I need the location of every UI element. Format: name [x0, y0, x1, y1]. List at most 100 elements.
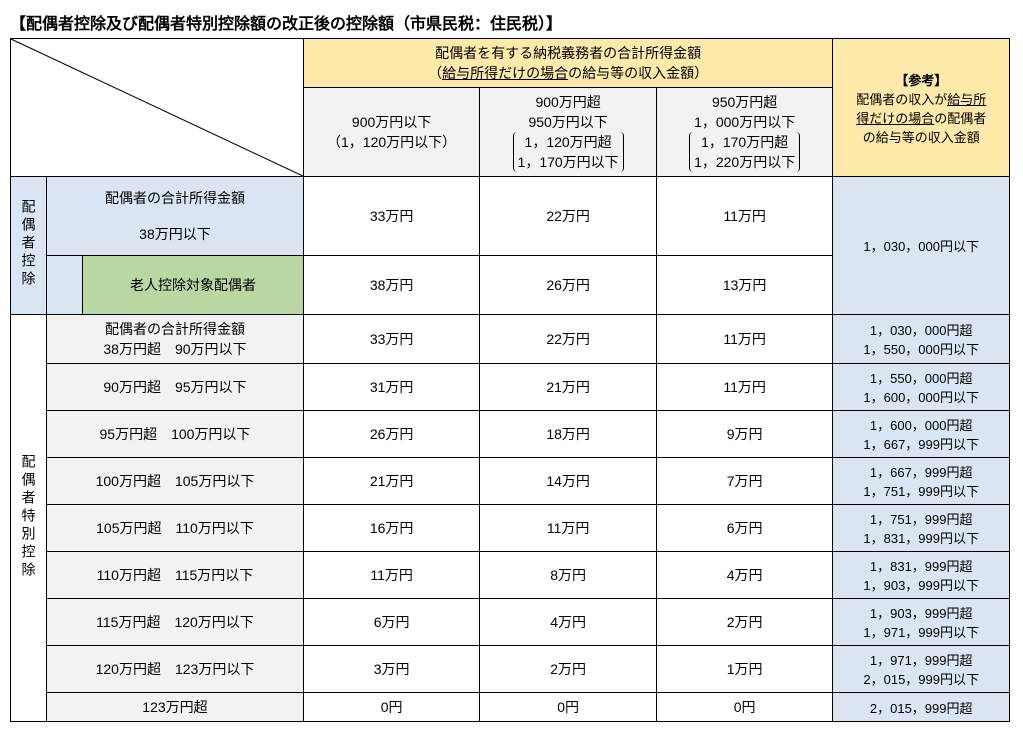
special-row-1-ref1: 1，550，000円超 [870, 371, 973, 386]
special-row-3-c3: 7万円 [656, 458, 833, 505]
special-row-6-c3: 2万円 [656, 599, 833, 646]
header-col2: 900万円超 950万円以下 1，120万円超 1，170万円以下 [480, 88, 657, 177]
side-spouse-deduction: 配偶者控除 [11, 177, 47, 315]
special-row-0-l1: 配偶者の合計所得金額 [105, 321, 245, 337]
deduction-table: 配偶者を有する納税義務者の合計所得金額 （給与所得だけの場合の給与等の収入金額）… [10, 38, 1010, 722]
special-row-8-ref: 2，015，999円超 [833, 693, 1010, 722]
header-col3-l1: 950万円超 [712, 94, 777, 110]
header-taxpayer-l2u: 給与所得だけの場合 [442, 65, 568, 81]
header-taxpayer-l2b: の給与等の収入金額） [568, 65, 708, 81]
special-row-2-c1: 26万円 [303, 411, 480, 458]
special-row-4-ref2: 1，831，999円以下 [863, 531, 979, 546]
header-col1-l1: 900万円以下 [352, 114, 431, 130]
special-row-0-label: 配偶者の合計所得金額 38万円超 90万円以下 [47, 315, 304, 364]
special-row-3-c1: 21万円 [303, 458, 480, 505]
special-row-4-c1: 16万円 [303, 505, 480, 552]
special-row-1-ref2: 1，600，000円以下 [863, 390, 979, 405]
header-col1: 900万円以下 （1，120万円以下） [303, 88, 480, 177]
spouse-ded-r2-c3: 13万円 [656, 256, 833, 315]
ref-l2b: の配偶者 [934, 111, 986, 126]
ref-l2u: 得だけの場合 [856, 111, 934, 126]
special-row-6-ref2: 1，971，999円以下 [863, 625, 979, 640]
special-row-7-ref1: 1，971，999円超 [870, 653, 973, 668]
special-row-8-label: 123万円超 [47, 693, 304, 722]
special-row-0-c1: 33万円 [303, 315, 480, 364]
special-row-6-label: 115万円超 120万円以下 [47, 599, 304, 646]
special-row-2-c3: 9万円 [656, 411, 833, 458]
special-row-3-label: 100万円超 105万円以下 [47, 458, 304, 505]
spouse-ded-ref: 1，030，000円以下 [833, 177, 1010, 315]
special-row-4-ref1: 1，751，999円超 [870, 512, 973, 527]
header-col3: 950万円超 1，000万円以下 1，170万円超 1，220万円以下 [656, 88, 833, 177]
special-row-5-c3: 4万円 [656, 552, 833, 599]
special-row-4-label: 105万円超 110万円以下 [47, 505, 304, 552]
special-row-7-c1: 3万円 [303, 646, 480, 693]
special-row-2-c2: 18万円 [480, 411, 657, 458]
special-row-6-c2: 4万円 [480, 599, 657, 646]
spouse-ded-r2-c1: 38万円 [303, 256, 480, 315]
spouse-ded-row1-l2: 38万円以下 [139, 226, 211, 242]
special-row-6-c1: 6万円 [303, 599, 480, 646]
side-spouse-special: 配偶者特別控除 [11, 315, 47, 722]
special-row-2-ref: 1，600，000円超 1，667，999円以下 [833, 411, 1010, 458]
ref-l1u: 給与所 [947, 92, 986, 107]
header-col1-l2: （1，120万円以下） [327, 134, 456, 150]
special-row-0-c2: 22万円 [480, 315, 657, 364]
special-row-5-c2: 8万円 [480, 552, 657, 599]
side-spouse-special-text: 配偶者特別控除 [19, 454, 39, 580]
special-row-1-ref: 1，550，000円超 1，600，000円以下 [833, 364, 1010, 411]
special-row-2-ref1: 1，600，000円超 [870, 418, 973, 433]
special-row-7-c3: 1万円 [656, 646, 833, 693]
special-row-6-ref: 1，903，999円超 1，971，999円以下 [833, 599, 1010, 646]
special-row-0-l2: 38万円超 90万円以下 [103, 341, 246, 357]
special-row-5-c1: 11万円 [303, 552, 480, 599]
spouse-ded-r2-c2: 26万円 [480, 256, 657, 315]
special-row-3-ref: 1，667，999円超 1，751，999円以下 [833, 458, 1010, 505]
header-col3-l3: 1，170万円超 [701, 134, 788, 150]
header-col2-l1: 900万円超 [535, 94, 600, 110]
header-col3-l2: 1，000万円以下 [694, 114, 795, 130]
header-taxpayer-income: 配偶者を有する納税義務者の合計所得金額 （給与所得だけの場合の給与等の収入金額） [303, 39, 833, 88]
spouse-ded-row2-label: 老人控除対象配偶者 [83, 256, 304, 315]
spouse-ded-row1-label: 配偶者の合計所得金額 38万円以下 [47, 177, 304, 256]
special-row-1-c1: 31万円 [303, 364, 480, 411]
special-row-0-ref1: 1，030，000円超 [870, 323, 973, 338]
special-row-7-label: 120万円超 123万円以下 [47, 646, 304, 693]
special-row-4-c2: 11万円 [480, 505, 657, 552]
special-row-0-c3: 11万円 [656, 315, 833, 364]
spouse-ded-r1-c2: 22万円 [480, 177, 657, 256]
special-row-3-ref1: 1，667，999円超 [870, 465, 973, 480]
special-row-7-ref2: 2，015，999円以下 [863, 672, 979, 687]
ref-l3: の給与等の収入金額 [863, 130, 980, 145]
header-col2-l4: 1，170万円以下 [518, 154, 619, 170]
special-row-4-c3: 6万円 [656, 505, 833, 552]
special-row-6-ref1: 1，903，999円超 [870, 606, 973, 621]
special-row-1-c3: 11万円 [656, 364, 833, 411]
special-row-8-c3: 0円 [656, 693, 833, 722]
special-row-8-c1: 0円 [303, 693, 480, 722]
special-row-1-c2: 21万円 [480, 364, 657, 411]
header-col2-l3: 1，120万円超 [525, 134, 612, 150]
ref-l1a: 配偶者の収入が [856, 92, 947, 107]
special-row-5-label: 110万円超 115万円以下 [47, 552, 304, 599]
corner-diagonal-cell [11, 39, 304, 177]
special-row-0-ref: 1，030，000円超 1，550，000円以下 [833, 315, 1010, 364]
special-row-5-ref2: 1，903，999円以下 [863, 578, 979, 593]
special-row-8-c2: 0円 [480, 693, 657, 722]
special-row-8-ref1: 2，015，999円超 [870, 701, 973, 716]
header-taxpayer-l2a: （ [428, 65, 442, 81]
ref-title: 【参考】 [895, 73, 947, 88]
header-col3-l4: 1，220万円以下 [694, 154, 795, 170]
page-title: 【配偶者控除及び配偶者特別控除額の改正後の控除額（市県民税：住民税）】 [10, 10, 1013, 34]
special-row-3-ref2: 1，751，999円以下 [863, 484, 979, 499]
special-row-7-c2: 2万円 [480, 646, 657, 693]
special-row-5-ref1: 1，831，999円超 [870, 559, 973, 574]
spouse-ded-r1-c1: 33万円 [303, 177, 480, 256]
special-row-0-ref2: 1，550，000円以下 [863, 342, 979, 357]
spouse-ded-row1-l1: 配偶者の合計所得金額 [105, 190, 245, 206]
special-row-2-ref2: 1，667，999円以下 [863, 437, 979, 452]
side-spouse-deduction-text: 配偶者控除 [19, 199, 39, 289]
special-row-1-label: 90万円超 95万円以下 [47, 364, 304, 411]
special-row-2-label: 95万円超 100万円以下 [47, 411, 304, 458]
special-row-7-ref: 1，971，999円超 2，015，999円以下 [833, 646, 1010, 693]
